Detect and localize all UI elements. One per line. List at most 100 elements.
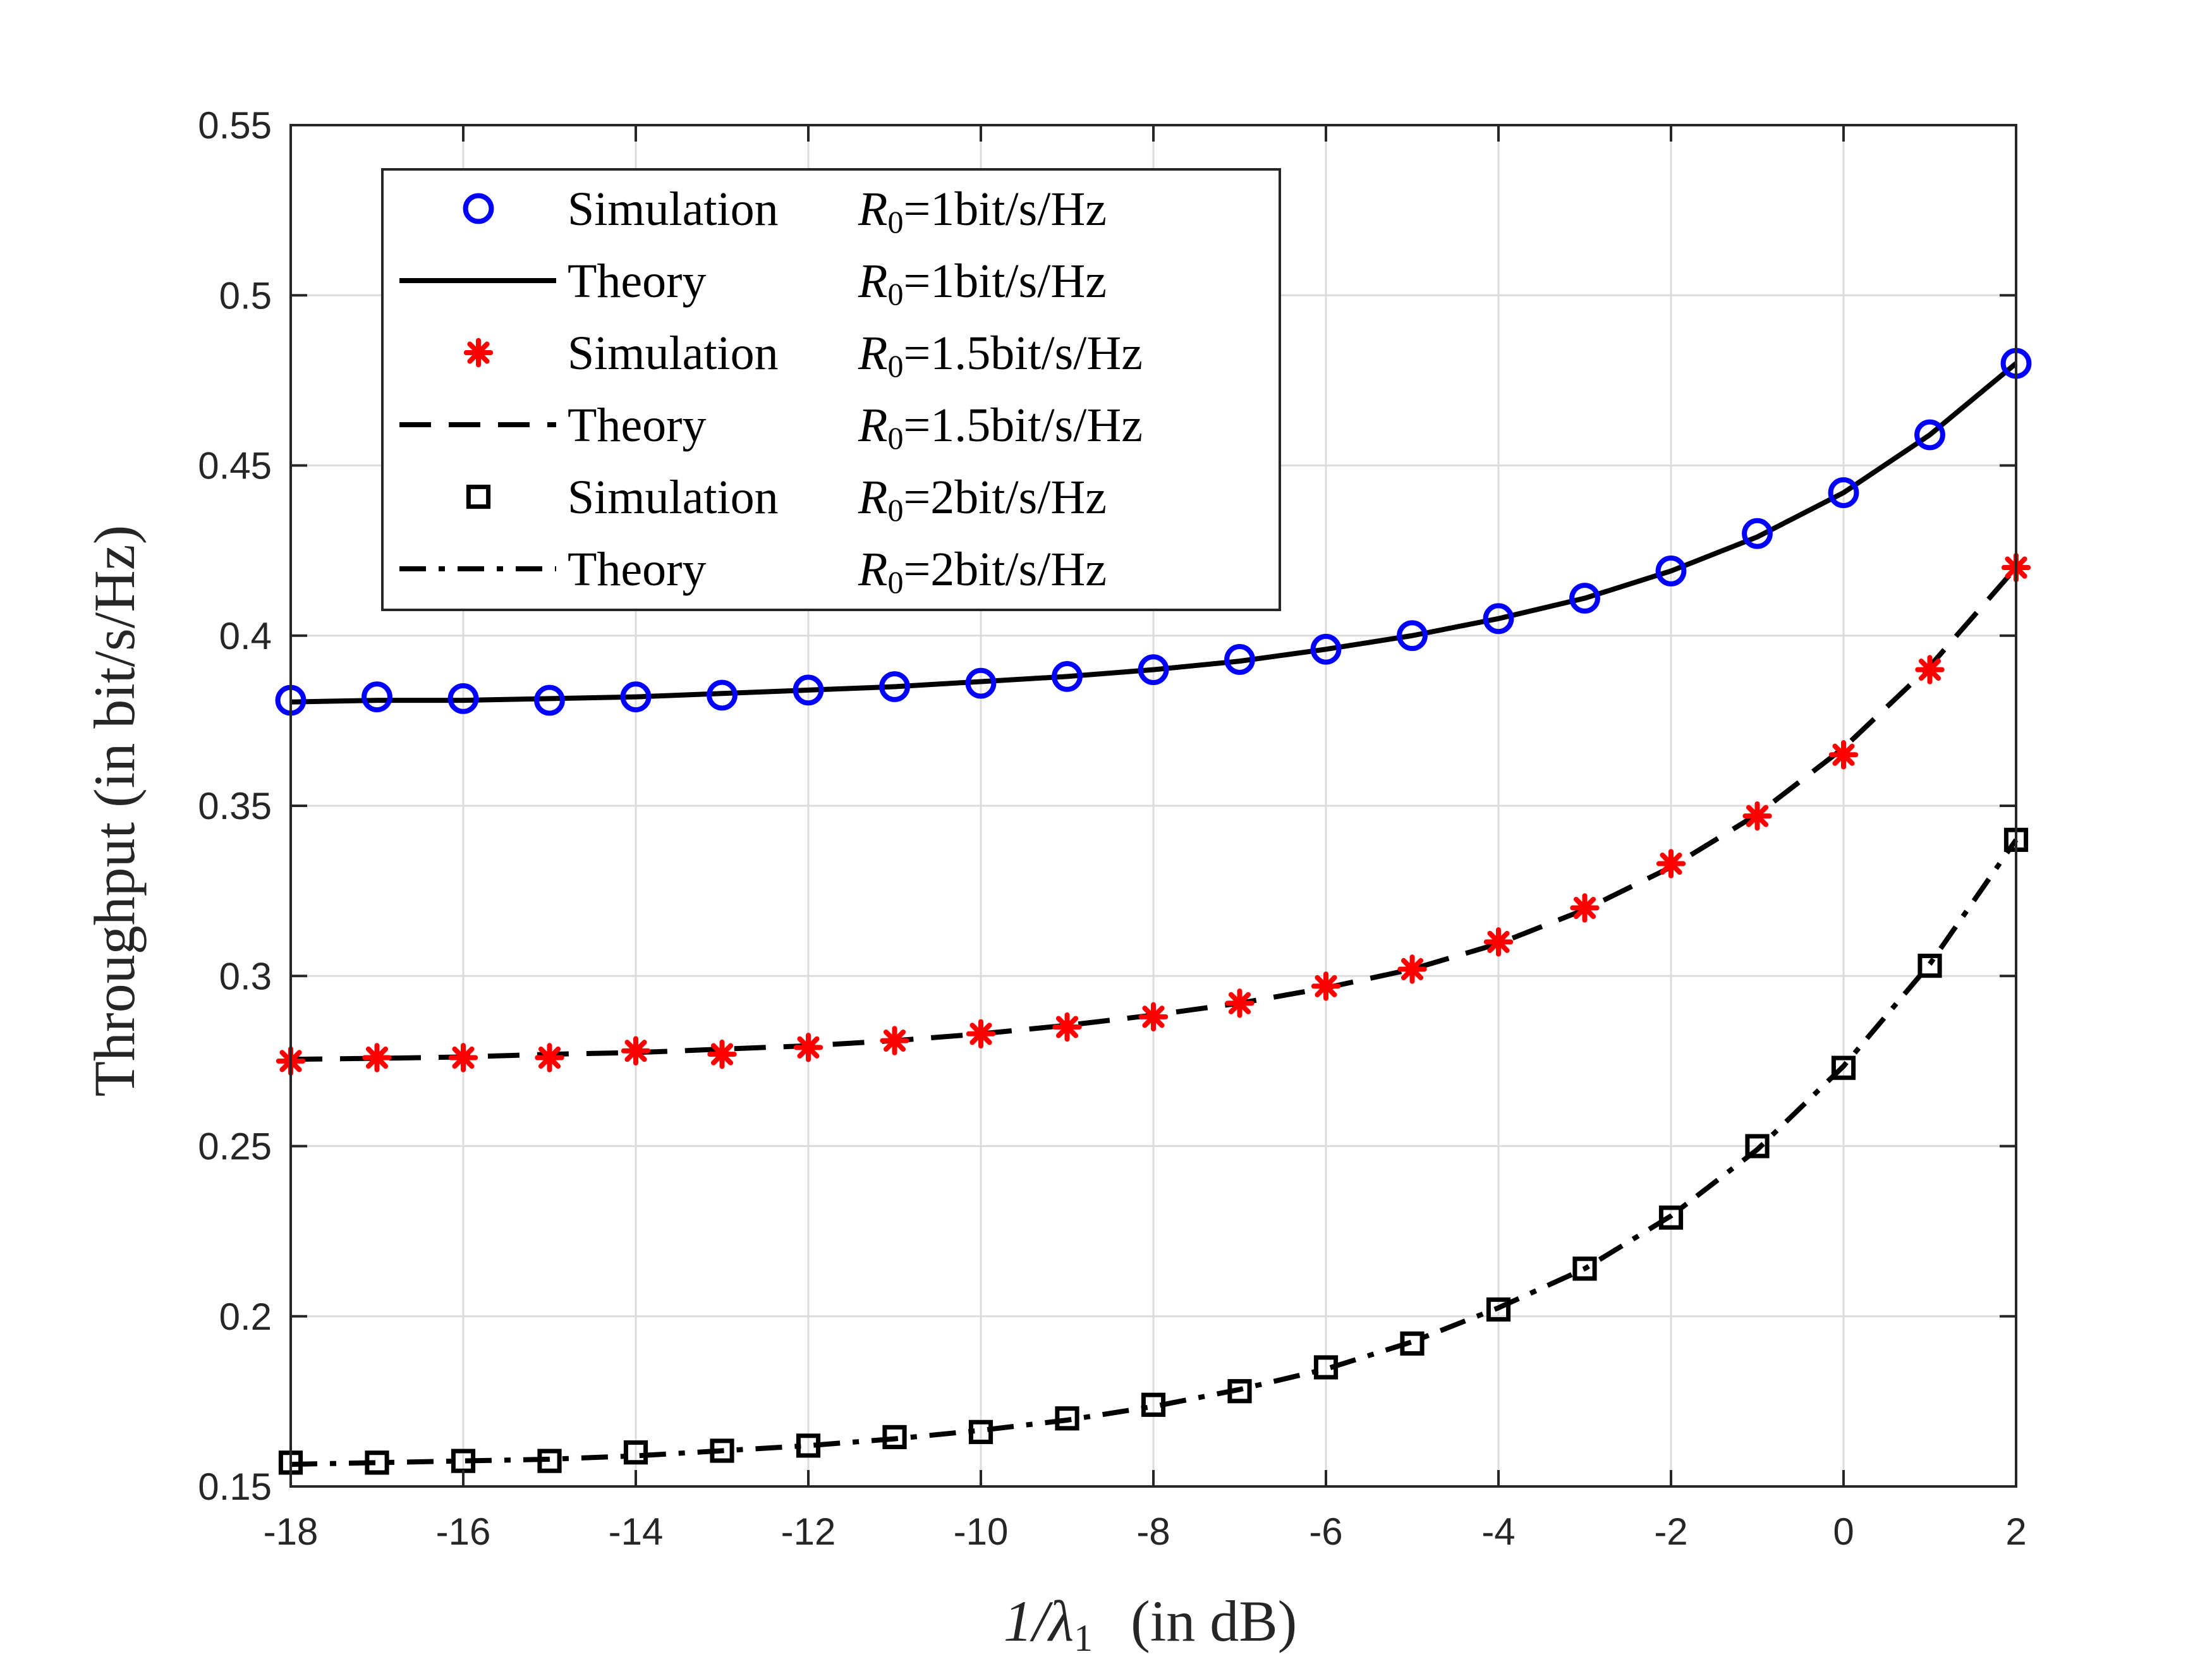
legend-label: Theory: [568, 255, 706, 308]
data-point: [1831, 1055, 1856, 1080]
data-point: [623, 1440, 648, 1465]
data-point: [1486, 1297, 1511, 1322]
data-point: [1483, 927, 1514, 957]
data-point: [1052, 660, 1083, 692]
legend-label: Theory: [568, 399, 706, 452]
legend-param-value: =1.5bit/s/Hz: [903, 399, 1143, 452]
y-tick-label: 0.3: [219, 955, 272, 997]
x-tick-label: -8: [1136, 1510, 1170, 1553]
asterisk-stroke: [969, 1023, 992, 1045]
series-line-5: [290, 838, 2019, 1467]
x-tick-label: 2: [2005, 1510, 2026, 1553]
legend-box: [381, 168, 1281, 611]
data-point: [1655, 556, 1687, 586]
data-point: [879, 671, 910, 702]
legend-marker: [466, 484, 491, 509]
data-point: [1745, 1134, 1770, 1158]
legend-entry: Simulation R0=2bit/s/Hz: [466, 471, 1107, 528]
data-point: [620, 681, 652, 713]
asterisk-stroke: [538, 1046, 561, 1069]
data-point: [1138, 654, 1169, 685]
asterisk-stroke: [1055, 1016, 1079, 1038]
y-axis-title: Throughput (in bit/s/Hz): [82, 525, 147, 1097]
legend-param-subscript: 0: [887, 348, 903, 384]
asterisk-stroke: [1487, 930, 1510, 953]
legend-param-symbol: R: [858, 471, 887, 524]
asterisk-stroke: [1228, 992, 1251, 1014]
data-point: [365, 1450, 389, 1475]
y-tick-label: 0.35: [198, 785, 272, 827]
data-point: [880, 1026, 909, 1055]
x-tick-label: 0: [1833, 1510, 1854, 1553]
x-tick-label: -6: [1309, 1510, 1342, 1553]
legend-param-subscript: 0: [887, 420, 903, 456]
legend-param: R0=1bit/s/Hz: [858, 183, 1107, 240]
legend-entry: Theory R0=1.5bit/s/Hz: [399, 399, 1143, 456]
data-point: [1483, 603, 1514, 635]
legend-param-subscript: 0: [887, 564, 903, 600]
legend-param-value: =1.5bit/s/Hz: [903, 327, 1143, 380]
data-point: [707, 679, 738, 711]
data-point: [1658, 1205, 1684, 1230]
x-tick-label: -4: [1481, 1510, 1515, 1553]
data-point: [1828, 477, 1859, 508]
data-point: [1224, 644, 1255, 675]
legend-entry: Theory R0=2bit/s/Hz: [399, 543, 1107, 600]
x-axis-title: 1/λ1 (in dB): [1004, 1589, 1297, 1659]
data-point: [1742, 801, 1772, 831]
x-tick-label: -16: [436, 1510, 491, 1553]
legend-label: Simulation: [568, 183, 779, 236]
data-point: [1572, 1256, 1597, 1281]
data-point: [1570, 893, 1600, 923]
data-point: [966, 1019, 996, 1048]
data-point: [362, 681, 392, 713]
legend-marker: [463, 337, 494, 368]
data-point: [793, 1033, 823, 1062]
legend-param-subscript: 0: [887, 204, 903, 240]
data-point: [1052, 1012, 1082, 1042]
x-tick-label: -12: [781, 1510, 836, 1553]
asterisk-stroke: [365, 1046, 389, 1069]
data-point: [796, 1433, 821, 1458]
legend-param: R0=1bit/s/Hz: [858, 255, 1107, 312]
asterisk-stroke: [467, 341, 490, 364]
legend-param: R0=2bit/s/Hz: [858, 471, 1107, 528]
asterisk-stroke: [624, 1040, 647, 1062]
data-point: [1055, 1406, 1079, 1431]
data-point: [535, 1043, 564, 1073]
legend-param-value: =1bit/s/Hz: [903, 255, 1107, 308]
data-point: [362, 1043, 392, 1073]
legend-param: R0=1.5bit/s/Hz: [858, 327, 1143, 384]
legend-entry: Simulation R0=1bit/s/Hz: [463, 183, 1107, 240]
legend-entry: Theory R0=1bit/s/Hz: [399, 255, 1107, 312]
data-point: [1397, 620, 1428, 652]
asterisk-stroke: [1660, 852, 1682, 875]
data-point: [710, 1438, 734, 1463]
x-tick-label: -18: [264, 1510, 319, 1553]
data-point: [1742, 518, 1773, 549]
data-point: [447, 683, 479, 714]
legend-param-symbol: R: [858, 399, 887, 452]
series-line-1: [290, 361, 2018, 705]
asterisk-stroke: [710, 1043, 734, 1066]
asterisk-stroke: [452, 1046, 475, 1069]
legend-param: R0=1.5bit/s/Hz: [858, 399, 1143, 456]
tick-labels: -18 -16 -14 -12 -10 -8 -6 -4 -2 0 2 0.15 0.2 0.25 0.3 0…: [198, 104, 2026, 1553]
x-axis-title-sub: 1: [1074, 1617, 1093, 1659]
data-point: [621, 1036, 651, 1066]
x-tick-label: -2: [1654, 1510, 1687, 1553]
legend-label: Simulation: [568, 471, 779, 524]
asterisk-stroke: [1401, 957, 1424, 981]
legend-param-symbol: R: [858, 183, 887, 236]
data-point: [1313, 1355, 1339, 1380]
legend-param-value: =1bit/s/Hz: [903, 183, 1107, 236]
asterisk-stroke: [1573, 896, 1596, 920]
y-tick-label: 0.2: [219, 1296, 272, 1338]
legend-param-value: =2bit/s/Hz: [903, 471, 1107, 524]
data-point: [707, 1039, 737, 1069]
data-point: [793, 674, 824, 706]
x-tick-label: -10: [954, 1510, 1009, 1553]
data-point: [882, 1425, 907, 1450]
y-tick-label: 0.45: [198, 445, 272, 487]
